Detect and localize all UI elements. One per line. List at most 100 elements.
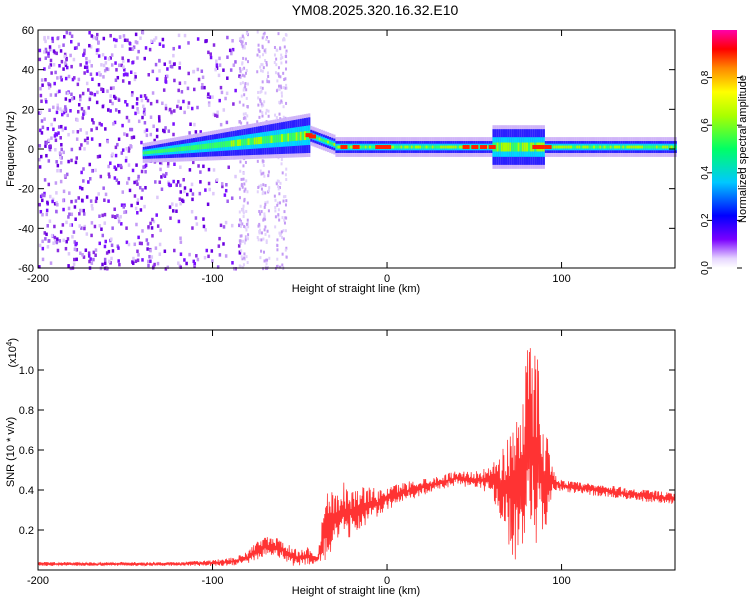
noise-speckle [243, 256, 246, 260]
signal-core [251, 137, 254, 145]
noise-speckle [224, 96, 227, 101]
noise-speckle [52, 49, 56, 53]
noise-speckle [101, 262, 104, 267]
signal-core [609, 145, 612, 149]
noise-speckle [114, 167, 118, 171]
noise-speckle [244, 225, 247, 229]
colorbar-tick-label: 0.2 [700, 213, 711, 227]
signal-core [360, 145, 363, 149]
noise-speckle [183, 81, 187, 85]
signal-core [347, 145, 351, 149]
noise-speckle [186, 105, 190, 109]
noise-speckle [259, 98, 262, 102]
noise-speckle [197, 164, 200, 168]
noise-speckle [158, 119, 161, 123]
noise-speckle [240, 177, 243, 181]
noise-speckle [158, 242, 162, 247]
noise-speckle [74, 217, 77, 221]
noise-speckle [85, 232, 89, 236]
noise-speckle [63, 54, 66, 59]
noise-speckle [136, 201, 139, 205]
noise-speckle [60, 112, 64, 117]
noise-speckle [75, 156, 78, 160]
noise-speckle [76, 82, 80, 87]
noise-speckle [103, 244, 107, 249]
noise-speckle [241, 34, 244, 38]
noise-speckle [54, 93, 58, 97]
noise-speckle [285, 51, 288, 55]
noise-speckle [74, 199, 78, 203]
signal-core [525, 142, 529, 152]
noise-speckle [260, 183, 263, 187]
noise-speckle [200, 69, 204, 73]
spectrogram-x-axis-title: Height of straight line (km) [292, 283, 420, 295]
noise-speckle [280, 86, 283, 90]
noise-speckle [280, 162, 283, 166]
noise-speckle [280, 61, 283, 65]
noise-speckle [107, 164, 110, 169]
noise-speckle [247, 237, 250, 241]
noise-speckle [243, 189, 246, 193]
noise-speckle [242, 177, 245, 181]
noise-speckle [265, 258, 268, 262]
figure-title: YM08.2025.320.16.32.E10 [292, 2, 459, 18]
signal-peak [488, 145, 496, 150]
noise-speckle [70, 199, 73, 204]
noise-speckle [83, 65, 87, 70]
noise-speckle [140, 140, 143, 145]
noise-speckle [164, 126, 167, 130]
noise-speckle [43, 67, 46, 71]
noise-speckle [38, 48, 42, 53]
noise-speckle [244, 85, 247, 89]
noise-speckle [183, 110, 186, 115]
signal-core [373, 145, 376, 149]
noise-speckle [282, 115, 285, 119]
noise-speckle [171, 209, 175, 213]
noise-speckle [264, 191, 267, 195]
noise-speckle [263, 228, 266, 232]
noise-speckle [76, 118, 79, 122]
noise-speckle [243, 252, 246, 256]
noise-speckle [139, 94, 143, 99]
signal-core [230, 140, 233, 147]
noise-speckle [147, 259, 150, 264]
noise-speckle [238, 100, 241, 104]
noise-speckle [80, 143, 83, 147]
noise-speckle [101, 53, 105, 57]
noise-speckle [57, 125, 61, 129]
noise-speckle [155, 128, 159, 132]
signal-core [555, 145, 558, 149]
noise-speckle [285, 83, 288, 87]
signal-core [285, 133, 288, 142]
noise-speckle [208, 187, 211, 192]
noise-speckle [60, 59, 64, 64]
noise-speckle [172, 62, 176, 66]
noise-speckle [38, 243, 42, 248]
noise-speckle [199, 130, 202, 134]
noise-speckle [75, 247, 79, 252]
noise-speckle [230, 223, 234, 228]
noise-speckle [66, 113, 69, 118]
noise-speckle [207, 254, 210, 259]
noise-speckle [69, 53, 72, 58]
x-tick-label: -100 [202, 575, 224, 587]
noise-speckle [260, 104, 263, 108]
noise-speckle [284, 203, 287, 207]
snr-x-ticks: -200 -100 0 100 [27, 330, 571, 587]
noise-speckle [212, 112, 216, 117]
signal-peak [308, 134, 316, 139]
noise-speckle [243, 86, 246, 90]
noise-speckle [193, 122, 196, 127]
noise-speckle [92, 250, 96, 255]
noise-speckle [150, 255, 154, 259]
noise-speckle [196, 67, 200, 72]
noise-speckle [218, 56, 221, 61]
noise-speckle [257, 185, 260, 189]
noise-speckle [73, 76, 76, 80]
noise-speckle [59, 49, 63, 53]
noise-speckle [215, 63, 219, 67]
noise-speckle [266, 200, 269, 204]
noise-speckle [130, 127, 134, 132]
noise-speckle [102, 63, 106, 68]
noise-speckle [216, 265, 220, 269]
